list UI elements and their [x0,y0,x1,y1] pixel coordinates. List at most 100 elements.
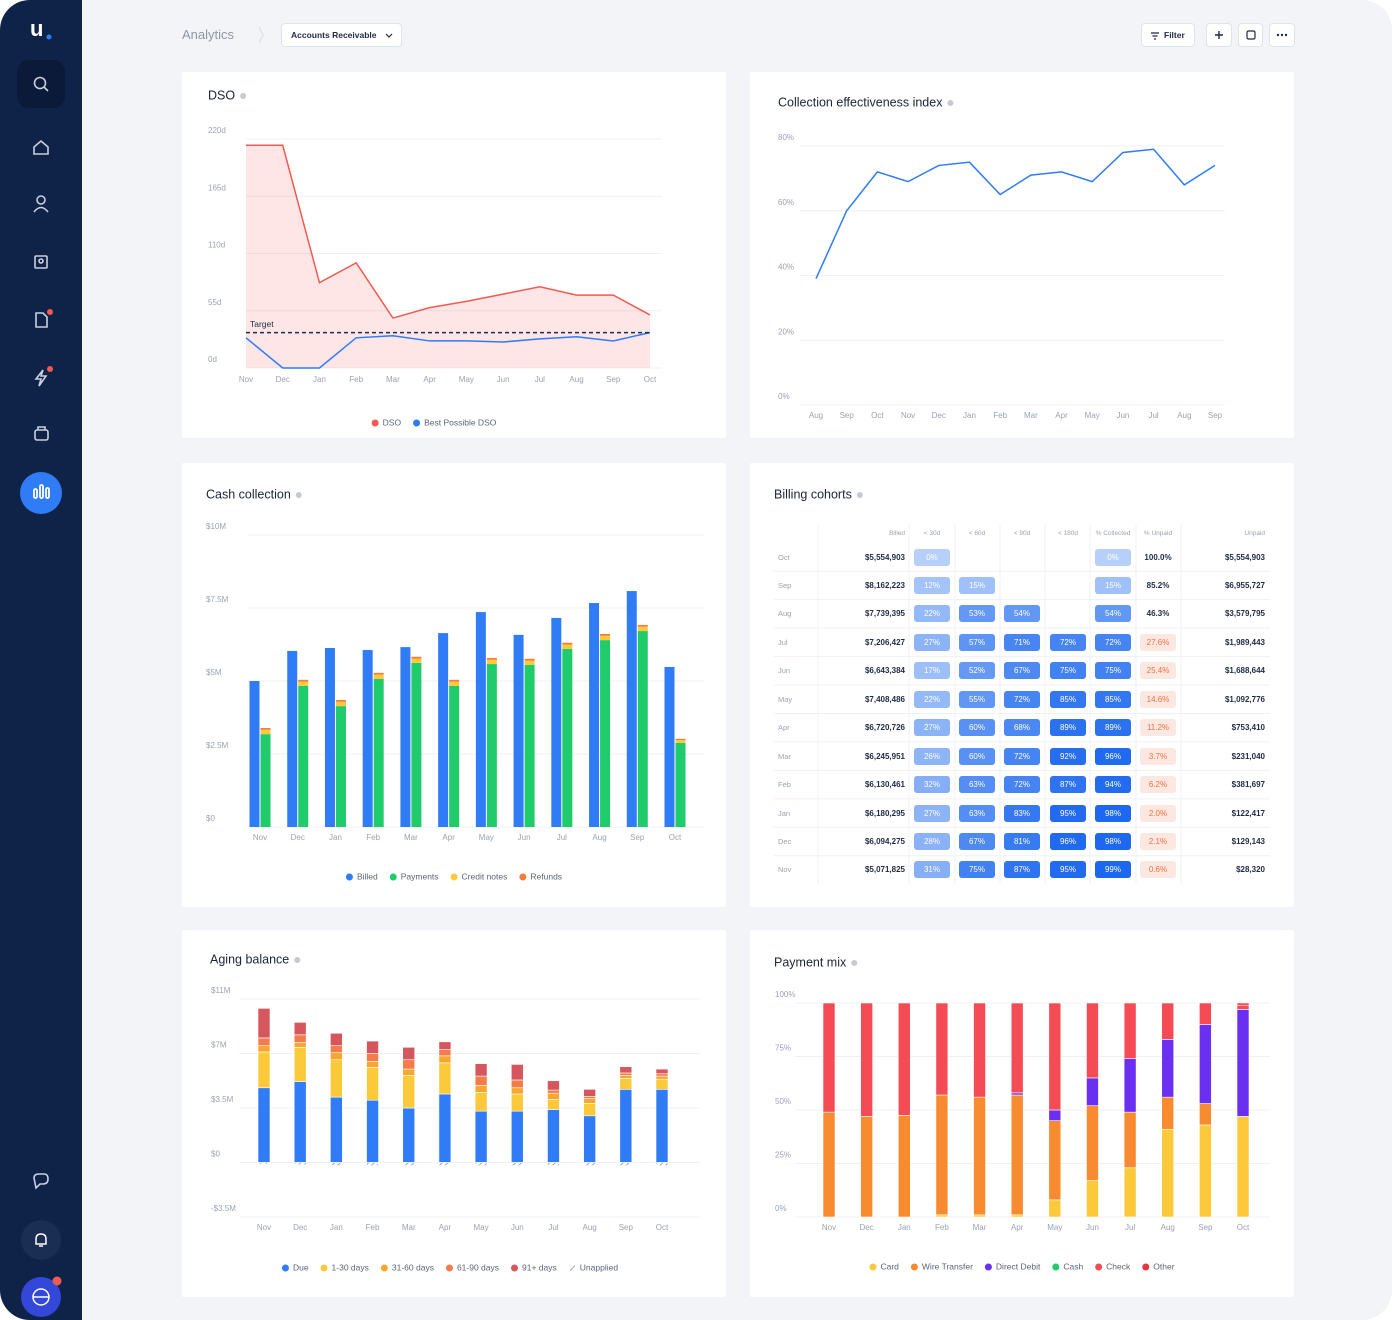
breadcrumb[interactable]: Analytics [182,27,235,42]
bar [474,1110,488,1163]
bar [583,1098,596,1104]
cohort-cell: 92% [1050,747,1086,765]
bar [366,1099,379,1163]
notifications-button[interactable] [21,1220,61,1260]
bar [583,1103,596,1117]
bar [438,1162,452,1166]
wallet-icon[interactable] [34,429,49,441]
table-cell: 46.3% [1146,609,1170,619]
legend-label: Refunds [530,871,562,881]
bar [860,1002,873,1117]
x-tick-label: Jan [898,1223,911,1232]
table-cell: $122,417 [1231,808,1265,818]
x-tick-label: Oct [669,833,682,842]
home-icon[interactable] [33,139,49,155]
cohort-cell: 17% [914,662,950,680]
bar [486,657,497,660]
contacts-icon[interactable] [34,255,48,269]
panel-title: Collection effectiveness index [778,95,943,109]
panel-title: DSO [208,88,235,102]
plus-icon [1215,31,1223,39]
bar [619,1078,633,1090]
x-tick-label: Mar [973,1223,987,1232]
bar [474,1075,488,1086]
x-tick-label: Jun [518,833,531,842]
x-tick-label: Jun [497,375,510,384]
bar [524,660,535,665]
cohort-cell: 52% [959,662,995,680]
bar [1236,1116,1250,1218]
table-cell: 2.0% [1140,804,1176,822]
bar [287,650,298,827]
info-icon [295,492,302,498]
export-button[interactable] [1238,23,1263,47]
bar [335,701,346,707]
x-tick-label: Jun [1086,1223,1099,1232]
y-tick-label: 0% [775,1204,787,1213]
y-tick-label: 0% [778,392,790,401]
y-tick-label: $7M [211,1041,227,1050]
table-cell: $381,697 [1231,780,1265,790]
notification-dot [47,366,53,372]
bar [260,728,271,730]
legend: Due 1-30 days 31-60 days 61-90 days 91+ days… [281,1262,618,1272]
search-button[interactable] [17,60,65,108]
bar [973,1096,986,1216]
cohort-cell: 72% [1004,776,1040,794]
chat-icon[interactable] [33,1173,49,1190]
bar [1123,1167,1137,1218]
bar [547,1099,560,1110]
x-tick-label: Apr [423,375,436,384]
y-tick-label: $3.5M [211,1095,234,1104]
bar [562,648,573,827]
bar [619,1075,633,1079]
legend-swatch [511,1264,519,1272]
column-header: < 60d [968,529,986,537]
documents-icon[interactable] [35,312,48,328]
dropdown[interactable]: Accounts Receivable [281,23,402,47]
chart: Payment mix 0% 25% 50% 75% 100% Nov Dec Jan Feb Ma… [774,955,1270,1271]
cohort-cell: 0% [1095,548,1131,566]
bar [293,1046,307,1082]
bar [655,1073,669,1077]
legend-swatch [568,1264,576,1272]
info-icon [294,957,301,963]
bar [1048,1002,1062,1111]
analytics-button[interactable] [20,472,62,514]
filter-button[interactable]: Filter [1141,23,1195,47]
x-tick-label: Aug [592,833,606,842]
customers-icon[interactable] [36,195,46,205]
chart: DSO 0d 55d 110d 165d 220d Nov Dec Jan Feb Mar Apr Ma… [208,88,662,427]
bar [1236,1004,1250,1010]
bar [366,1067,379,1101]
bar [373,678,384,827]
y-tick-label: 40% [778,263,794,272]
bar [438,1062,452,1095]
bar [1236,1002,1250,1006]
table-cell: $28,320 [1236,865,1265,875]
cohort-cell: 96% [1095,747,1131,765]
cohort-cell: 72% [1004,690,1040,708]
bar [1010,1094,1024,1216]
more-button[interactable] [1269,23,1295,47]
table-cell: $6,643,384 [864,666,905,676]
logo: u [30,16,43,41]
bar [362,650,373,827]
bar [583,1089,596,1097]
x-tick-label: Apr [1011,1223,1024,1232]
panel-title: Payment mix [774,955,847,969]
bar [1161,1128,1175,1218]
notification-dot [47,309,53,315]
x-tick-label: Oct [656,1223,669,1232]
cohort-cell: 31% [914,861,950,879]
table-cell: $5,071,825 [864,865,905,875]
legend-label: Credit notes [462,871,508,881]
x-tick-label: Mar [386,375,400,384]
add-button[interactable] [1206,23,1232,47]
automation-icon[interactable] [34,369,48,387]
cohort-cell: 27% [914,804,950,822]
bar [298,679,309,682]
x-tick-label: Feb [993,411,1007,420]
legend-swatch [869,1263,877,1271]
bar [402,1075,416,1109]
